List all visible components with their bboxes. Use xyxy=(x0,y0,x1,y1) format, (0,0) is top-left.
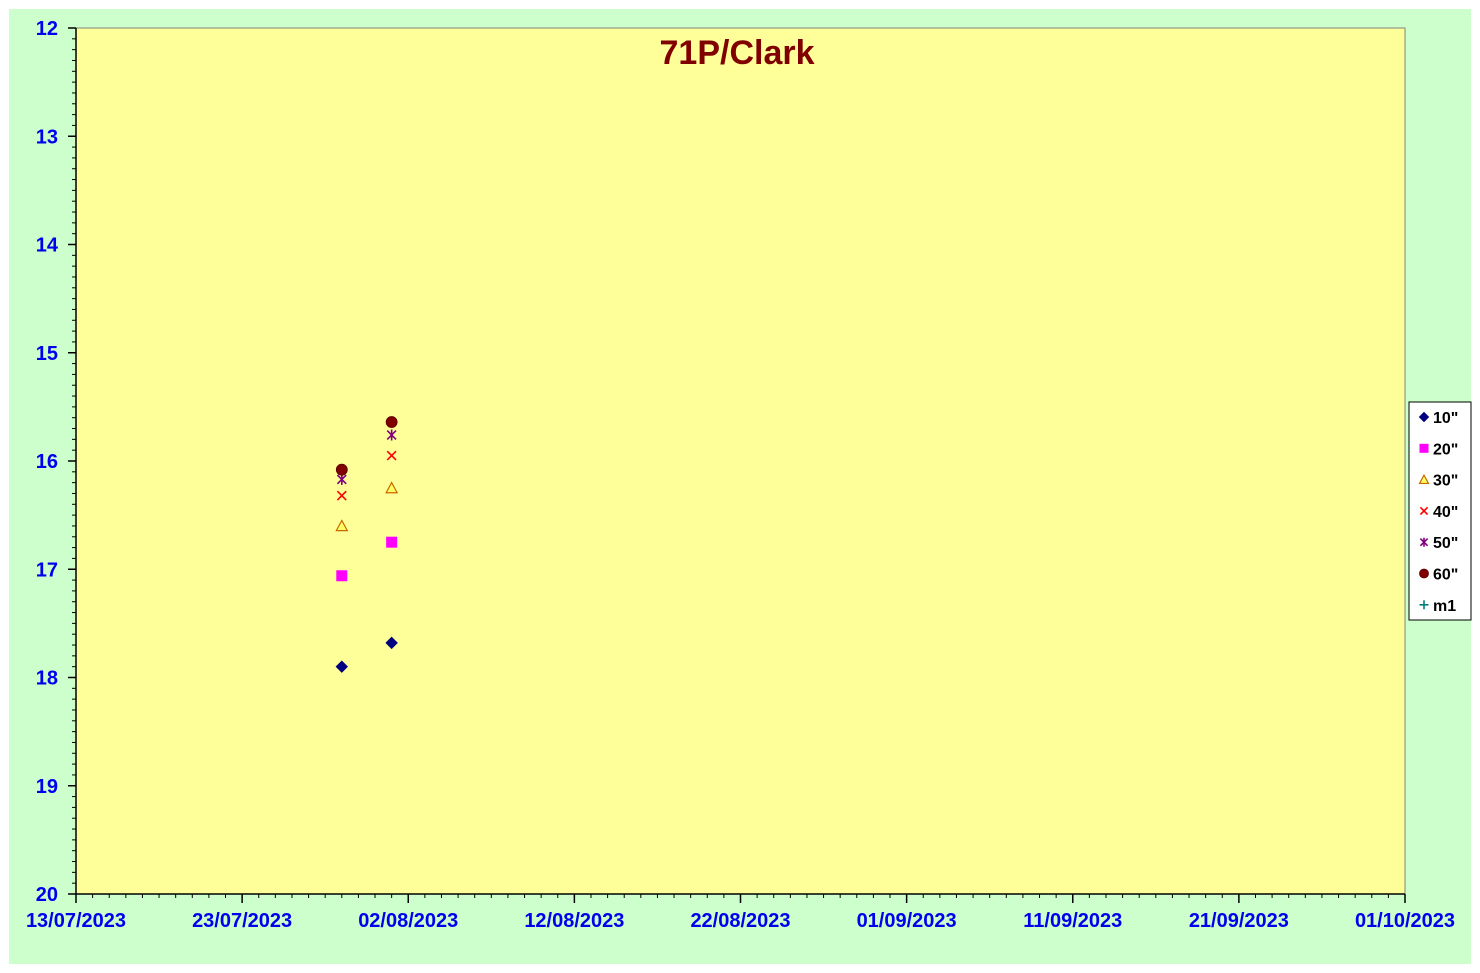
data-points xyxy=(335,416,399,673)
plot-area xyxy=(75,27,1406,895)
y-tick-label: 13 xyxy=(36,126,58,148)
x-axis-ticks: 13/07/2023 23/07/2023 02/08/2023 12/08/2023… xyxy=(26,894,1455,932)
x-tick-label: 01/10/2023 xyxy=(1355,910,1455,932)
y-tick-label: 16 xyxy=(36,451,58,473)
legend-box xyxy=(1408,401,1472,621)
legend-marker xyxy=(1419,443,1429,453)
legend-label: 60" xyxy=(1433,567,1458,584)
x-tick-label: 21/09/2023 xyxy=(1189,910,1289,932)
data-point xyxy=(385,481,399,494)
legend-marker xyxy=(1419,568,1429,579)
x-tick-label: 13/07/2023 xyxy=(26,910,126,932)
y-tick-label: 19 xyxy=(36,776,58,798)
x-tick-label: 11/09/2023 xyxy=(1023,910,1122,932)
data-point xyxy=(386,429,397,441)
chart-title: 71P/Clark xyxy=(660,34,815,72)
x-tick-label: 22/08/2023 xyxy=(690,910,790,932)
legend: 10" 20" 30" 40" 50" 60" m1 xyxy=(1408,401,1472,621)
legend-marker xyxy=(1419,537,1429,547)
legend-label: 50" xyxy=(1433,535,1458,552)
data-point xyxy=(336,473,347,485)
y-tick-label: 12 xyxy=(36,18,58,40)
legend-marker xyxy=(1418,411,1430,423)
y-tick-label: 15 xyxy=(36,343,58,365)
data-point xyxy=(335,519,349,532)
y-tick-label: 14 xyxy=(36,235,59,257)
y-axis-ticks: 12 13 14 15 16 17 18 19 20 xyxy=(36,18,76,906)
legend-label: 10" xyxy=(1433,410,1458,427)
data-point xyxy=(336,490,347,501)
x-tick-label: 12/08/2023 xyxy=(524,910,624,932)
legend-marker xyxy=(1418,473,1430,485)
legend-marker xyxy=(1419,600,1429,610)
y-tick-label: 18 xyxy=(36,668,58,690)
y-tick-label: 17 xyxy=(36,559,58,581)
legend-label: m1 xyxy=(1433,598,1456,615)
x-tick-label: 02/08/2023 xyxy=(358,910,458,932)
x-tick-label: 23/07/2023 xyxy=(192,910,292,932)
y-tick-label: 20 xyxy=(36,884,58,906)
legend-marker xyxy=(1419,506,1429,516)
legend-label: 30" xyxy=(1433,473,1458,490)
data-point xyxy=(385,416,398,428)
data-point xyxy=(386,536,398,548)
data-point xyxy=(335,660,349,673)
data-point xyxy=(385,636,398,650)
legend-label: 20" xyxy=(1433,441,1458,458)
data-point xyxy=(336,570,348,582)
legend-label: 40" xyxy=(1433,504,1458,521)
data-point xyxy=(386,450,397,461)
data-point xyxy=(335,463,348,476)
x-tick-label: 01/09/2023 xyxy=(857,910,957,932)
